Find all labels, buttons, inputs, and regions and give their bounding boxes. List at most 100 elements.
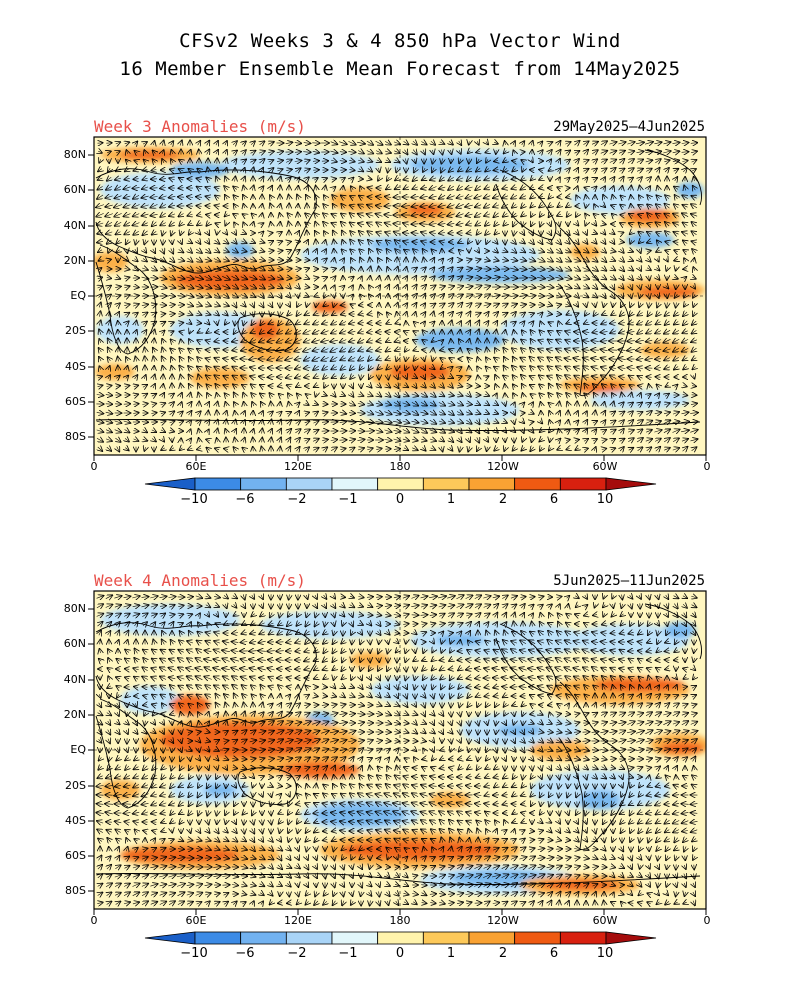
wind-vector: [366, 141, 373, 145]
panel2-title: Week 4 Anomalies (m/s): [94, 571, 306, 590]
wind-vector: [385, 151, 391, 153]
wind-vector: [531, 160, 533, 163]
wind-vector: [664, 160, 669, 162]
colorbar2-label: −10: [180, 946, 208, 961]
wind-vector: [600, 160, 607, 163]
colorbar-segment: [377, 477, 424, 491]
wind-vector: [98, 169, 102, 172]
panel2-lon-label: 180: [389, 914, 411, 927]
wind-vector: [645, 142, 653, 144]
chart-title-line1: CFSv2 Weeks 3 & 4 850 hPa Vector Wind: [179, 30, 621, 52]
wind-vector: [636, 160, 643, 163]
wind-vector: [144, 160, 147, 163]
wind-vector: [179, 169, 184, 171]
panel2-lon-label: 120E: [284, 914, 312, 927]
panel1-lon-label: 120W: [487, 460, 519, 473]
wind-vector: [627, 151, 634, 153]
panel2-lat-label: 20S: [65, 779, 86, 792]
wind-vector: [540, 142, 543, 145]
colorbar-segment: [377, 931, 424, 945]
wind-vector: [143, 142, 147, 144]
wind-vector: [549, 159, 551, 162]
wind-vector: [476, 152, 480, 153]
wind-vector: [513, 150, 514, 153]
wind-vector: [152, 170, 157, 171]
panel2-lon-label: 120W: [487, 914, 519, 927]
wind-vector: [258, 151, 265, 153]
panel1-lat-label: 60N: [63, 183, 86, 196]
colorbar2-label: −1: [338, 946, 358, 961]
wind-vector: [276, 151, 283, 152]
panel1-lat-label: 40S: [65, 360, 86, 373]
colorbar-low-triangle: [144, 477, 196, 491]
wind-vector: [252, 167, 253, 172]
wind-vector: [672, 142, 680, 143]
wind-vector: [593, 159, 597, 162]
wind-vector: [468, 151, 471, 153]
wind-vector: [691, 151, 697, 152]
wind-vector: [349, 160, 354, 161]
wind-vector: [405, 150, 408, 155]
wind-vector: [618, 142, 625, 144]
colorbar-segment: [468, 931, 516, 945]
colorbar-segment: [514, 931, 561, 945]
wind-vector: [189, 169, 192, 171]
wind-vector: [591, 142, 598, 145]
wind-vector: [413, 150, 417, 155]
wind-vector: [144, 150, 145, 154]
wind-vector: [312, 161, 319, 162]
wind-vector: [126, 150, 127, 154]
wind-vector: [655, 159, 660, 163]
wind-vector: [304, 160, 309, 162]
wind-vector: [108, 168, 110, 172]
colorbar-segment: [194, 931, 242, 945]
wind-vector: [433, 150, 434, 154]
wind-vector: [250, 160, 255, 163]
panel1-colorbar: [144, 477, 657, 491]
wind-vector: [225, 159, 226, 164]
wind-vector: [513, 141, 515, 145]
wind-vector: [261, 168, 263, 172]
wind-vector: [339, 152, 346, 153]
chart-title-line2: 16 Member Ensemble Mean Forecast from 14…: [119, 58, 681, 80]
wind-vector: [358, 160, 364, 162]
wind-vector: [663, 142, 671, 144]
wind-vector: [548, 142, 553, 144]
wind-vector: [153, 151, 156, 154]
colorbar1-label: −6: [235, 492, 255, 507]
wind-vector: [449, 141, 453, 144]
panel1-lat-label: 80S: [65, 430, 86, 443]
wind-vector: [459, 150, 461, 154]
wind-vector: [107, 151, 111, 152]
panel1-dates: 29May2025—4Jun2025: [553, 119, 705, 135]
wind-vector: [423, 150, 425, 155]
wind-vector: [303, 143, 311, 144]
wind-vector: [681, 152, 689, 153]
panel1-lat-label: 40N: [63, 219, 86, 232]
wind-vector: [566, 160, 570, 163]
wind-vector: [153, 159, 156, 162]
wind-vector: [99, 159, 101, 162]
wind-vector: [548, 150, 552, 154]
wind-vector: [654, 151, 661, 152]
wind-vector: [225, 168, 226, 172]
wind-vector: [198, 141, 201, 145]
wind-vector: [413, 141, 417, 145]
wind-vector: [394, 151, 399, 153]
wind-vector: [135, 142, 138, 145]
wind-vector: [143, 169, 148, 170]
panel2-lon-label: 60E: [185, 914, 207, 927]
colorbar-segment: [331, 477, 379, 491]
wind-vector: [134, 160, 137, 161]
colorbar-segment: [194, 477, 242, 491]
wind-vector: [216, 150, 218, 154]
wind-vector: [486, 142, 488, 145]
wind-vector: [395, 160, 400, 163]
wind-vector: [348, 141, 355, 144]
wind-vector: [286, 160, 292, 163]
wind-vector: [242, 141, 246, 144]
wind-vector: [251, 141, 255, 144]
wind-vector: [690, 143, 697, 144]
wind-vector: [592, 150, 597, 154]
colorbar1-label: 1: [446, 492, 456, 507]
